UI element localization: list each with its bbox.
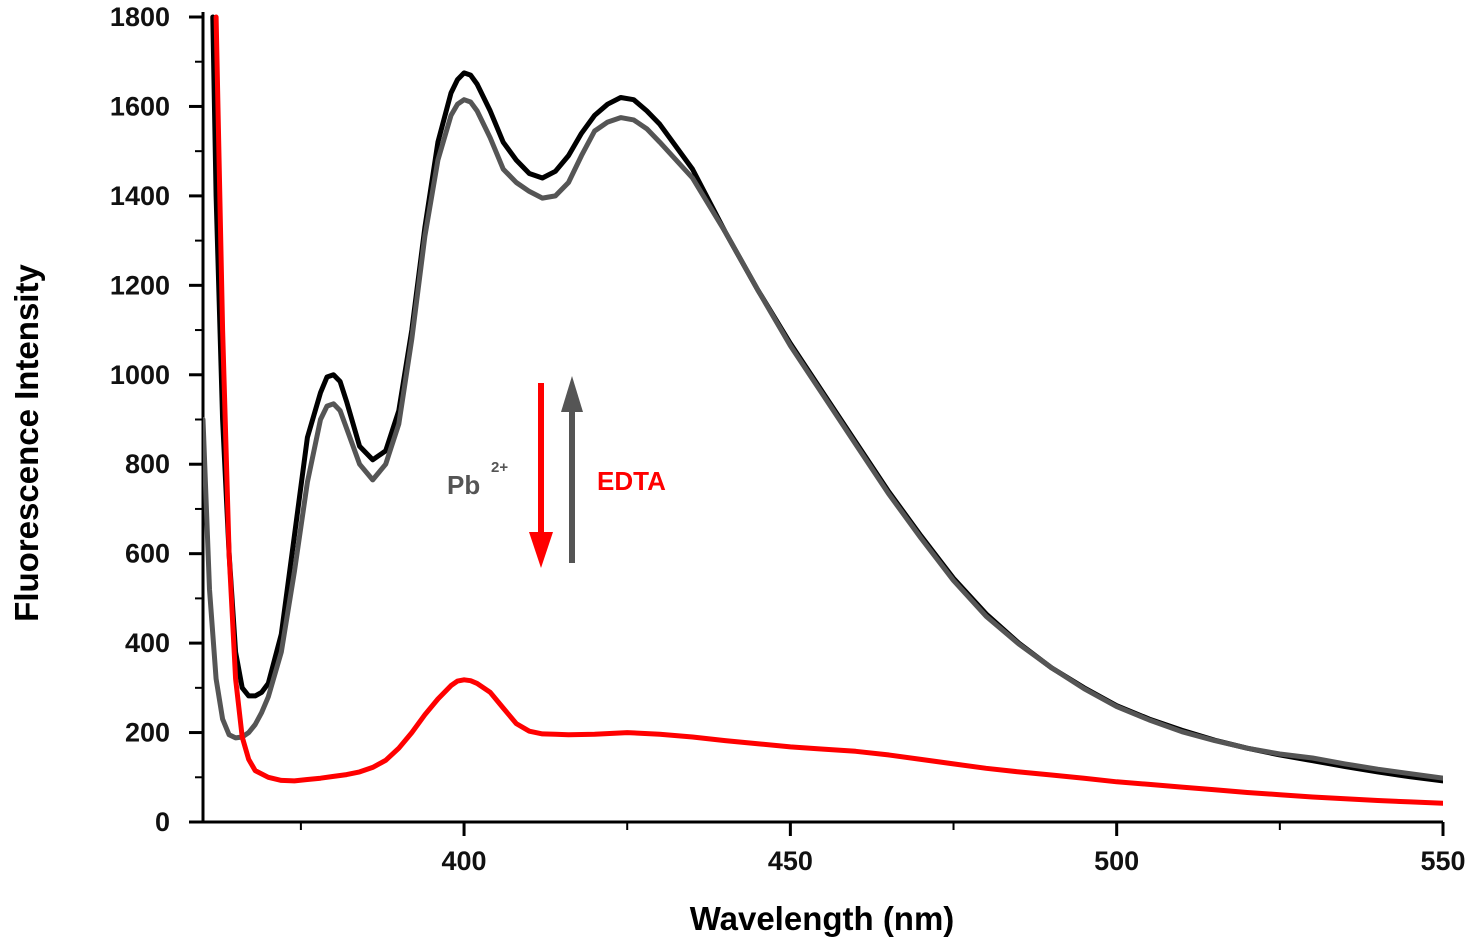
- y-tick-label: 0: [155, 807, 170, 837]
- y-tick-label: 1400: [110, 181, 170, 211]
- arrow-pb-head: [529, 532, 553, 568]
- y-tick-label: 1000: [110, 360, 170, 390]
- axes: [201, 12, 1443, 824]
- x-tick-label: 450: [768, 846, 813, 876]
- y-tick-label: 800: [125, 449, 170, 479]
- x-tick-label: 550: [1420, 846, 1465, 876]
- y-tick-label: 600: [125, 539, 170, 569]
- y-tick-label: 1600: [110, 91, 170, 121]
- pb-charge-label: 2+: [491, 459, 508, 476]
- x-tick-label: 500: [1094, 846, 1139, 876]
- x-axis-title: Wavelength (nm): [690, 900, 955, 937]
- arrow-edta-addition: [561, 376, 583, 563]
- y-tick-label: 200: [125, 718, 170, 748]
- y-tick-label: 400: [125, 628, 170, 658]
- series-line-3: [213, 14, 1443, 806]
- series-layer: [203, 14, 1443, 806]
- y-axis-title: Fluorescence Intensity: [8, 264, 45, 622]
- y-axis-ticks: 0 200 400 600 800 1000 1200 1400 1600 1800: [110, 2, 203, 837]
- edta-label: EDTA: [597, 466, 666, 496]
- arrow-edta-head: [561, 376, 583, 412]
- y-tick-label: 1800: [110, 2, 170, 32]
- y-tick-label: 1200: [110, 270, 170, 300]
- x-axis-ticks: 400 450 500 550: [299, 822, 1466, 876]
- arrow-pb-addition: [529, 383, 553, 568]
- x-tick-label: 400: [442, 846, 487, 876]
- series-line-2: [203, 97, 1443, 781]
- pb-label: Pb: [447, 470, 480, 500]
